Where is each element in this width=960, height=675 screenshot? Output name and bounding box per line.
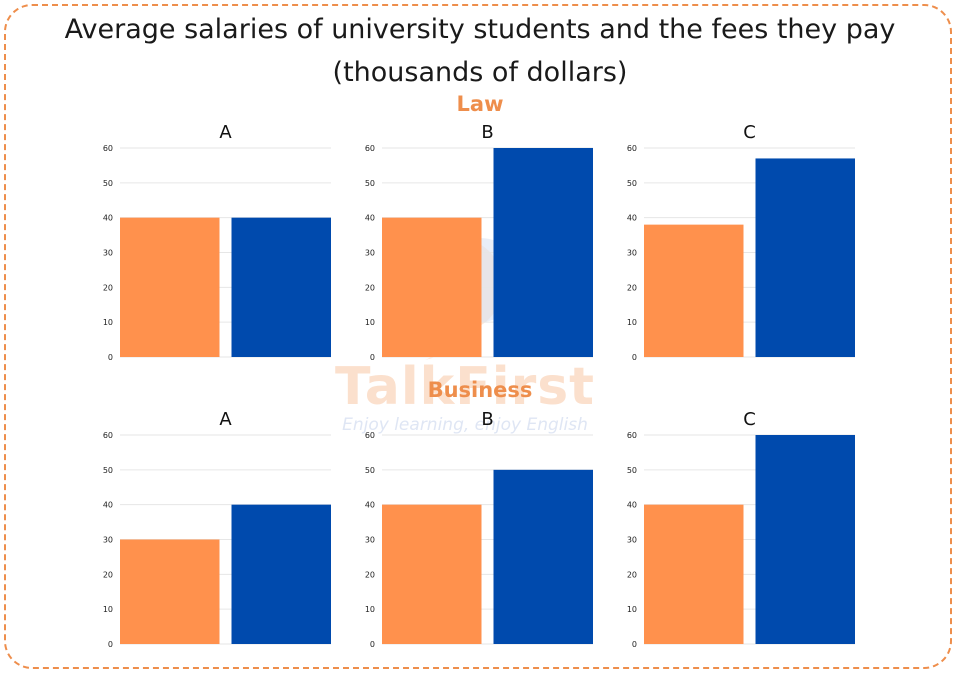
y-tick-label: 30 (103, 249, 113, 258)
y-tick-label: 10 (627, 318, 637, 327)
y-tick-label: 30 (365, 536, 375, 545)
y-tick-label: 20 (103, 283, 113, 292)
y-tick-label: 20 (627, 283, 637, 292)
y-tick-label: 60 (103, 431, 113, 440)
bar-blue (755, 158, 855, 357)
y-tick-label: 40 (627, 214, 637, 223)
chart-law-a: A 0 10 20 30 40 50 60 (103, 122, 331, 362)
y-tick-label: 20 (103, 570, 113, 579)
y-tick-label: 40 (103, 501, 113, 510)
bar-blue (493, 148, 593, 357)
chart-law-c: C 0 10 20 30 40 50 60 (627, 122, 855, 362)
y-tick-label: 20 (365, 570, 375, 579)
y-tick-label: 10 (365, 605, 375, 614)
y-tick-label: 30 (627, 249, 637, 258)
y-tick-label: 0 (370, 640, 375, 649)
y-tick-label: 0 (632, 640, 637, 649)
panel-title: C (743, 122, 756, 143)
y-tick-label: 40 (627, 501, 637, 510)
bar-orange (644, 504, 744, 644)
panel-title: A (219, 409, 232, 430)
bar-blue (493, 469, 593, 644)
panel-title: A (219, 122, 232, 143)
chart-law-b: B 0 10 20 30 40 50 60 (365, 122, 593, 362)
y-tick-label: 60 (365, 144, 375, 153)
y-tick-label: 50 (627, 466, 637, 475)
panel-title: C (743, 409, 756, 430)
y-tick-label: 50 (627, 179, 637, 188)
panel-title: B (481, 122, 493, 143)
y-tick-label: 50 (103, 179, 113, 188)
y-tick-label: 60 (365, 431, 375, 440)
bar-blue (755, 435, 855, 644)
panel-title: B (481, 409, 493, 430)
bar-orange (120, 217, 220, 357)
y-tick-label: 10 (627, 605, 637, 614)
y-tick-label: 30 (627, 536, 637, 545)
dashed-frame (4, 4, 952, 669)
bar-blue (231, 217, 331, 357)
chart-business-a: A 0 10 20 30 40 50 60 (103, 409, 331, 649)
y-tick-label: 30 (103, 536, 113, 545)
y-tick-label: 60 (103, 144, 113, 153)
section-title-business: Business (427, 378, 533, 402)
y-tick-label: 60 (627, 431, 637, 440)
bar-orange (120, 539, 220, 644)
y-tick-label: 0 (632, 353, 637, 362)
chart-business-c: C 0 10 20 30 40 50 60 (627, 409, 855, 649)
y-tick-label: 10 (103, 318, 113, 327)
y-tick-label: 40 (103, 214, 113, 223)
y-tick-label: 20 (627, 570, 637, 579)
y-tick-label: 50 (103, 466, 113, 475)
y-tick-label: 10 (365, 318, 375, 327)
y-tick-label: 10 (103, 605, 113, 614)
y-tick-label: 50 (365, 466, 375, 475)
y-tick-label: 30 (365, 249, 375, 258)
y-tick-label: 20 (365, 283, 375, 292)
chart-subtitle: (thousands of dollars) (332, 57, 628, 88)
bar-blue (231, 504, 331, 644)
y-tick-label: 0 (370, 353, 375, 362)
y-tick-label: 60 (627, 144, 637, 153)
y-tick-label: 40 (365, 214, 375, 223)
y-tick-label: 0 (108, 353, 113, 362)
section-title-law: Law (456, 92, 504, 116)
y-tick-label: 40 (365, 501, 375, 510)
y-tick-label: 50 (365, 179, 375, 188)
chart-business-b: B 0 10 20 30 40 50 60 (365, 409, 593, 649)
bar-orange (382, 217, 482, 357)
y-tick-label: 0 (108, 640, 113, 649)
bar-orange (644, 224, 744, 357)
bar-orange (382, 504, 482, 644)
chart-title: Average salaries of university students … (64, 14, 896, 45)
